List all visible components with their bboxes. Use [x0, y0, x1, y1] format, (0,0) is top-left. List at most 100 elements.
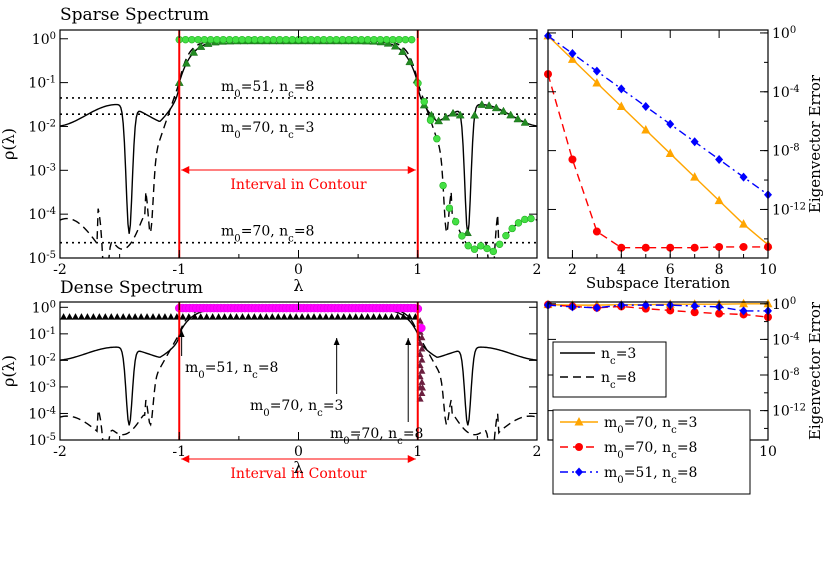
- eigenvalue-marker: [276, 35, 284, 44]
- eigenvalue-marker: [250, 35, 259, 44]
- eigenvalue-marker: [418, 344, 426, 352]
- eigenvalue-marker: [352, 313, 360, 320]
- x-tick-label: 2: [533, 262, 542, 278]
- eigenvalue-marker: [188, 35, 196, 44]
- y-tick-label: 10-4: [772, 331, 800, 349]
- eigenvalue-marker: [286, 313, 294, 320]
- series-line: [547, 304, 768, 312]
- eigenvalue-marker: [445, 204, 454, 212]
- eigenvalue-marker: [125, 313, 133, 320]
- filter-curve-nc3: [60, 40, 537, 234]
- data-point: [714, 195, 724, 205]
- legend-box: [552, 409, 751, 495]
- eigenvalue-marker: [513, 114, 523, 123]
- interval-arrow-head: [407, 166, 416, 174]
- data-point: [690, 301, 699, 311]
- eigenvalue-marker: [407, 35, 416, 44]
- eigenvalue-marker: [405, 57, 415, 66]
- eigenvalue-marker: [316, 313, 324, 320]
- legend-label: nc=8: [601, 370, 636, 391]
- eigenvalue-marker: [161, 313, 169, 320]
- eigenvalue-marker: [463, 228, 472, 237]
- eigenvalue-marker: [418, 356, 426, 363]
- eigenvalue-marker: [310, 313, 318, 320]
- eigenvalue-marker: [101, 313, 109, 320]
- eigenvalue-marker: [470, 110, 480, 119]
- x-tick-label: 2: [568, 262, 577, 278]
- y-tick-label: 100: [32, 30, 56, 48]
- x-axis-label: λ: [293, 458, 303, 477]
- series-diamond: [544, 300, 772, 316]
- eigenvalue-marker: [334, 313, 342, 320]
- eigenvalue-marker: [477, 242, 485, 250]
- annotation-arrow-head: [405, 338, 412, 345]
- eigenvalue-marker: [495, 240, 504, 248]
- interval-label: Interval in Contour: [230, 177, 367, 193]
- eigenvalue-marker: [520, 117, 530, 126]
- eigenvalue-marker: [364, 35, 372, 44]
- eigenvalue-marker: [370, 35, 378, 44]
- eigenvalue-marker: [328, 313, 336, 320]
- eigenvalue-marker: [484, 101, 494, 109]
- data-point: [666, 243, 675, 252]
- eigenvalue-marker: [322, 313, 330, 320]
- y-tick-label: 10-4: [28, 405, 56, 423]
- eigenvalue-marker: [398, 47, 408, 55]
- x-tick-label: 1: [413, 444, 422, 460]
- eigenvalue-marker: [167, 313, 175, 320]
- threshold-label: m0=70, nc=3: [221, 120, 314, 141]
- series-circle: [544, 70, 772, 252]
- interval-label: Interval in Contour: [230, 466, 367, 482]
- plot-frame: [547, 29, 769, 259]
- eigenvalue-marker: [143, 313, 151, 320]
- eigenvalue-marker: [364, 313, 372, 320]
- eigenvalue-marker: [439, 181, 447, 190]
- eigenvalue-marker: [332, 35, 340, 44]
- eigenvalue-marker: [346, 313, 354, 320]
- data-point: [616, 101, 626, 110]
- x-axis-label: Subspace Iteration: [586, 274, 731, 292]
- y-tick-label: 10-8: [772, 367, 800, 385]
- series-line: [547, 35, 769, 246]
- y-tick-label: 10-5: [28, 250, 56, 268]
- eigenvalue-marker: [441, 112, 451, 121]
- eigenvalue-marker: [227, 313, 235, 320]
- eigenvalue-marker: [434, 116, 444, 125]
- eigenvalue-marker: [351, 35, 359, 44]
- eigenvalue-marker: [313, 35, 322, 44]
- data-point: [568, 155, 577, 164]
- eigenvalue-marker: [470, 245, 479, 253]
- eigenvalue-marker: [215, 313, 223, 320]
- y-tick-label: 10-8: [772, 142, 800, 160]
- data-point: [617, 243, 626, 252]
- data-point: [739, 298, 749, 308]
- x-tick-label: 6: [666, 262, 675, 278]
- eigenvalue-marker: [477, 100, 487, 108]
- y-tick-label: 10-3: [28, 378, 56, 396]
- eigenvalue-marker: [376, 35, 384, 44]
- eigenvalue-marker: [393, 313, 401, 320]
- data-point: [666, 119, 675, 129]
- annotation-label: m0=70, nc=8: [330, 426, 423, 447]
- eigenvalue-marker: [244, 35, 253, 44]
- annotation-label: m0=70, nc=3: [250, 398, 343, 419]
- eigenvalue-marker: [506, 110, 516, 119]
- eigenvalue-marker: [458, 232, 466, 240]
- annotation-arrow-head: [333, 338, 340, 345]
- data-point: [690, 243, 699, 252]
- data-point: [641, 243, 650, 252]
- data-point: [592, 66, 601, 76]
- eigenvalue-marker: [155, 313, 163, 320]
- eigenvalue-marker: [197, 313, 205, 320]
- eigenvalue-marker: [464, 242, 472, 250]
- annotation-label: m0=51, nc=8: [185, 360, 278, 381]
- eigenvalue-marker: [418, 378, 426, 385]
- data-point: [715, 154, 724, 164]
- eigenvalue-marker: [304, 313, 312, 320]
- eigenvalue-marker: [213, 35, 221, 44]
- eigenvalue-marker: [60, 313, 68, 320]
- x-tick-label: -2: [53, 444, 67, 460]
- x-tick-label: -1: [172, 444, 186, 460]
- eigenvalue-marker: [257, 35, 265, 44]
